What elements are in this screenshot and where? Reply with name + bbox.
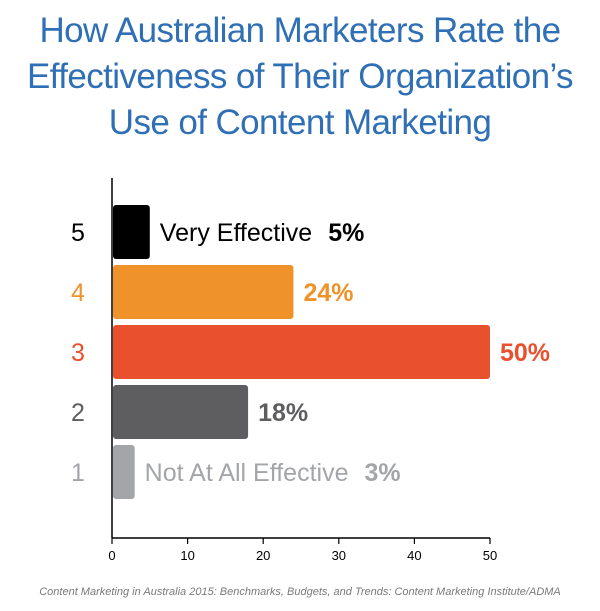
data-label: 3% — [364, 459, 400, 487]
bar — [113, 325, 490, 379]
data-label: 24% — [303, 279, 353, 307]
bar — [113, 445, 135, 499]
bar — [113, 265, 294, 319]
chart-title-line-3: Use of Content Marketing — [108, 103, 492, 142]
y-tick-label: 4 — [71, 279, 85, 307]
chart-title: How Australian Marketers Rate the Effect… — [0, 8, 600, 146]
x-tick-label: 40 — [407, 548, 421, 563]
x-tick-label: 10 — [180, 548, 194, 563]
bar-annotation: Not At All Effective — [145, 459, 349, 487]
data-label: 5% — [328, 219, 364, 247]
y-tick-label: 5 — [71, 219, 85, 247]
bar-annotation: Very Effective — [160, 219, 312, 247]
x-tick-label: 0 — [108, 548, 115, 563]
bar — [113, 205, 150, 259]
y-tick-label: 2 — [71, 399, 85, 427]
chart-title-line-1: How Australian Marketers Rate the — [39, 11, 562, 50]
x-tick-label: 50 — [483, 548, 497, 563]
y-tick-label: 1 — [71, 459, 85, 487]
x-tick-label: 20 — [256, 548, 270, 563]
chart-title-line-2: Effectiveness of Their Organization’s — [27, 57, 573, 96]
data-label: 50% — [500, 339, 550, 367]
x-tick-label: 30 — [332, 548, 346, 563]
data-label: 18% — [258, 399, 308, 427]
bar — [113, 385, 249, 439]
source-note: Content Marketing in Australia 2015: Ben… — [39, 586, 561, 598]
y-tick-label: 3 — [71, 339, 85, 367]
